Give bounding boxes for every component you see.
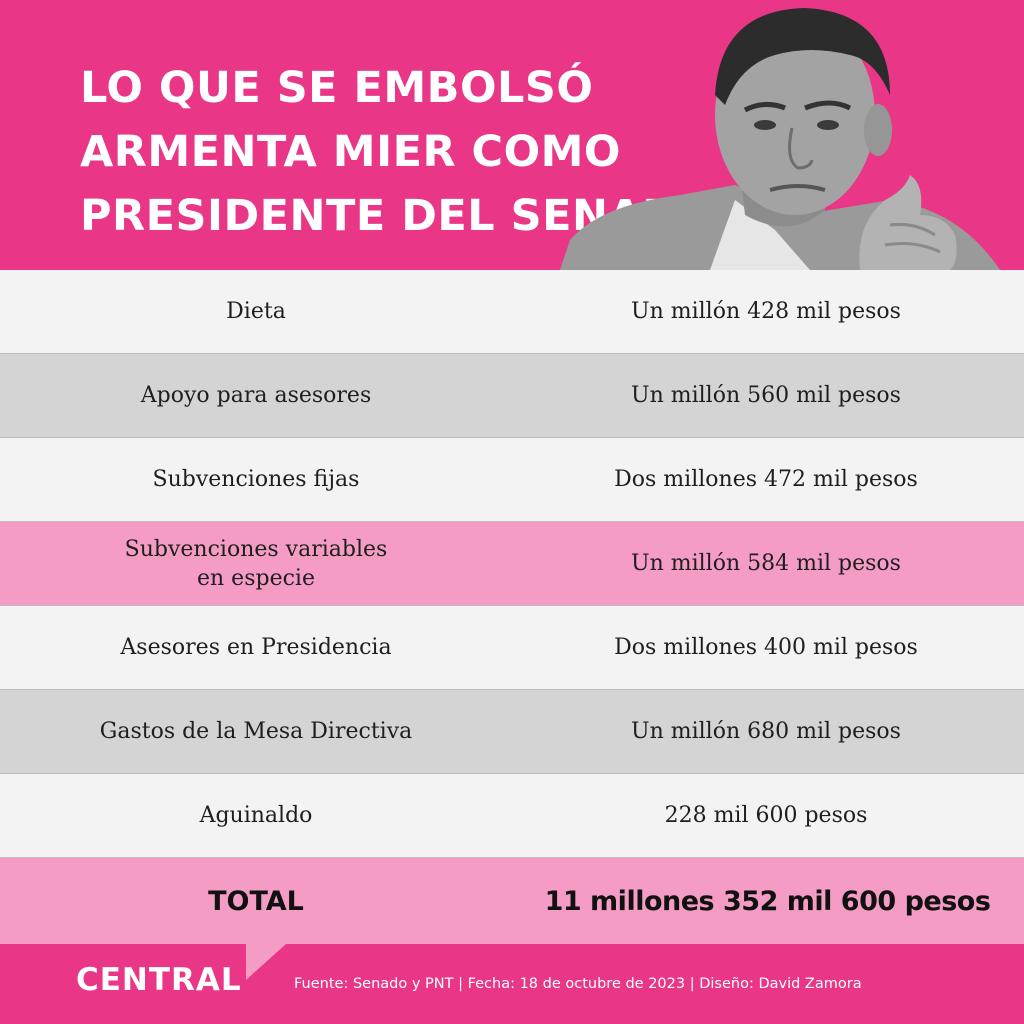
row-concept: Apoyo para asesores xyxy=(140,383,372,408)
row-amount: Un millón 680 mil pesos xyxy=(631,719,901,744)
row-amount: Un millón 560 mil pesos xyxy=(631,383,901,408)
row-concept: Subvenciones fijas xyxy=(152,467,360,492)
row-concept: Asesores en Presidencia xyxy=(120,635,392,660)
total-amount: 11 millones 352 mil 600 pesos xyxy=(544,885,991,917)
footer-credits: Fuente: Senado y PNT | Fecha: 18 de octu… xyxy=(294,976,862,992)
table-row: Subvenciones fijas Dos millones 472 mil … xyxy=(0,438,1024,522)
speech-bubble-notch-icon xyxy=(246,944,286,980)
row-amount: 228 mil 600 pesos xyxy=(664,803,868,828)
row-amount: Dos millones 400 mil pesos xyxy=(614,635,918,660)
portrait-photo xyxy=(560,8,1000,270)
row-concept: Subvenciones variables en especie xyxy=(124,536,388,591)
row-amount: Un millón 428 mil pesos xyxy=(631,299,901,324)
row-concept: Aguinaldo xyxy=(199,803,313,828)
table-row: Gastos de la Mesa Directiva Un millón 68… xyxy=(0,690,1024,774)
table-row: Aguinaldo 228 mil 600 pesos xyxy=(0,774,1024,858)
row-concept: Dieta xyxy=(226,299,286,324)
total-row: TOTAL 11 millones 352 mil 600 pesos xyxy=(0,858,1024,944)
row-amount: Un millón 584 mil pesos xyxy=(631,551,901,576)
table-row: Asesores en Presidencia Dos millones 400… xyxy=(0,606,1024,690)
table-row: Subvenciones variables en especie Un mil… xyxy=(0,522,1024,606)
table-row: Dieta Un millón 428 mil pesos xyxy=(0,270,1024,354)
row-concept: Gastos de la Mesa Directiva xyxy=(99,719,413,744)
title-line-2: ARMENTA MIER COMO xyxy=(80,127,621,177)
brand-logo: CENTRAL xyxy=(76,962,242,998)
title-line-1: LO QUE SE EMBOLSÓ xyxy=(80,63,594,113)
footer xyxy=(0,944,1024,1024)
row-amount: Dos millones 472 mil pesos xyxy=(614,467,918,492)
header: LO QUE SE EMBOLSÓ ARMENTA MIER COMO PRES… xyxy=(0,0,1024,270)
expenses-table: Dieta Un millón 428 mil pesos Apoyo para… xyxy=(0,270,1024,944)
table-row: Apoyo para asesores Un millón 560 mil pe… xyxy=(0,354,1024,438)
total-label: TOTAL xyxy=(208,885,304,917)
